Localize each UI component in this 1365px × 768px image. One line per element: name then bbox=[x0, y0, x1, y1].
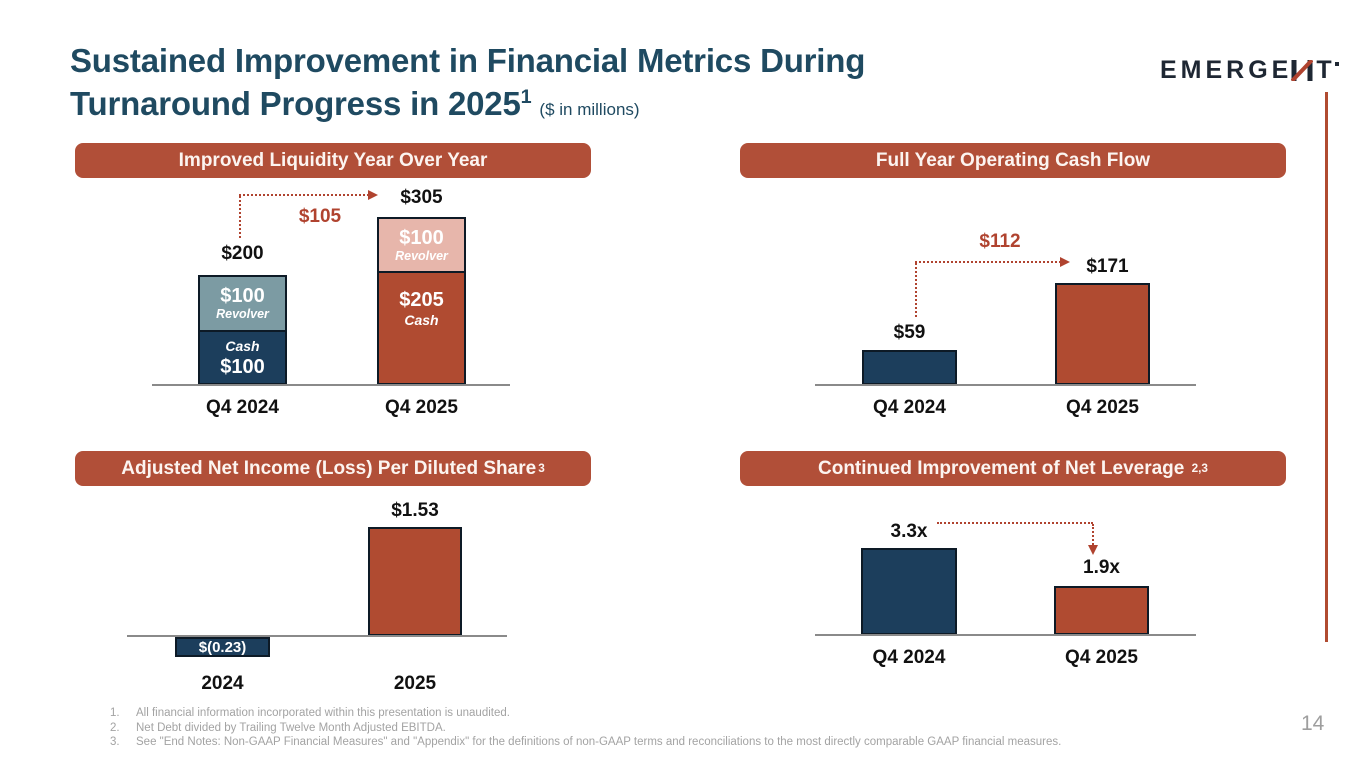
category-label: Q4 2024 bbox=[873, 397, 946, 418]
bar-q4-2025-cash-flow bbox=[1055, 283, 1150, 385]
category-label: Q4 2025 bbox=[385, 397, 458, 418]
logo-registered-mark bbox=[1334, 61, 1339, 66]
decrease-arrow-vertical bbox=[1092, 524, 1094, 545]
value-label-q4-2025-leverage: 1.9x bbox=[1083, 557, 1120, 578]
slide-title-line2: Turnaround Progress in 20251($ in millio… bbox=[70, 84, 640, 122]
segment-cash-2025: $205 Cash bbox=[379, 273, 464, 383]
decrease-arrow-horizontal bbox=[937, 522, 1093, 524]
category-label: Q4 2024 bbox=[872, 647, 946, 668]
logo-n-icon bbox=[1291, 60, 1314, 81]
category-label: Q4 2024 bbox=[206, 397, 279, 418]
increase-arrow-horizontal bbox=[915, 261, 1061, 263]
accent-vertical-rule bbox=[1325, 92, 1328, 642]
value-label-2025-eps: $1.53 bbox=[391, 500, 439, 521]
x-axis-liquidity bbox=[152, 384, 510, 386]
bar-2025-eps bbox=[368, 527, 462, 636]
delta-label-cash-flow: $112 bbox=[979, 231, 1021, 252]
panel-header-net-leverage: Continued Improvement of Net Leverage 2,… bbox=[740, 451, 1286, 486]
bar-q4-2025-leverage bbox=[1054, 586, 1149, 635]
footnotes: 1. All financial information incorporate… bbox=[110, 706, 1170, 750]
slide-title-line1: Sustained Improvement in Financial Metri… bbox=[70, 42, 866, 79]
footnote-1: 1. All financial information incorporate… bbox=[110, 707, 510, 719]
value-label-2024-eps: $(0.23) bbox=[198, 638, 247, 656]
footnote-2: 2. Net Debt divided by Trailing Twelve M… bbox=[110, 721, 446, 734]
value-label-q4-2024-leverage: 3.3x bbox=[890, 521, 928, 542]
decrease-arrowhead-icon bbox=[1088, 545, 1098, 555]
x-axis-eps bbox=[127, 635, 507, 637]
bar-2024-eps-negative: $(0.23) bbox=[175, 637, 270, 657]
page-number: 14 bbox=[1301, 712, 1325, 735]
logo-text-prefix: EMERGE bbox=[1160, 56, 1293, 84]
emergent-logo: EMERGE T bbox=[1160, 56, 1339, 85]
slide-title: Sustained Improvement in Financial Metri… bbox=[70, 40, 1070, 126]
total-label-q4-2024: $200 bbox=[221, 243, 264, 264]
stacked-bar-q4-2025: $100 Revolver $205 Cash bbox=[377, 217, 466, 385]
category-label: 2024 bbox=[201, 673, 244, 694]
panel-header-cash-flow: Full Year Operating Cash Flow bbox=[740, 143, 1286, 178]
panel-header-eps: Adjusted Net Income (Loss) Per Diluted S… bbox=[75, 451, 591, 486]
x-axis-leverage bbox=[815, 634, 1196, 636]
title-footnote-ref: 1 bbox=[520, 85, 532, 108]
header-footnote-ref: 2,3 bbox=[1191, 462, 1208, 475]
bar-q4-2024-cash-flow bbox=[862, 350, 957, 385]
increase-arrow-horizontal bbox=[239, 194, 369, 196]
increase-arrowhead-icon bbox=[368, 190, 378, 200]
panel-header-liquidity: Improved Liquidity Year Over Year bbox=[75, 143, 591, 178]
value-label-q4-2025: $171 bbox=[1086, 256, 1129, 277]
category-label: Q4 2025 bbox=[1066, 397, 1139, 418]
category-label: Q4 2025 bbox=[1065, 647, 1138, 668]
value-label-q4-2024: $59 bbox=[893, 322, 926, 343]
logo-text-suffix: T bbox=[1316, 56, 1336, 84]
segment-revolver-2025: $100 Revolver bbox=[379, 219, 464, 273]
delta-label-liquidity: $105 bbox=[298, 206, 342, 227]
bar-q4-2024-leverage bbox=[861, 548, 957, 635]
x-axis-cash-flow bbox=[815, 384, 1196, 386]
category-label: 2025 bbox=[393, 673, 437, 694]
units-note: ($ in millions) bbox=[539, 99, 640, 119]
total-label-q4-2025: $305 bbox=[400, 187, 443, 208]
segment-revolver-2024: $100 Revolver bbox=[200, 277, 285, 332]
increase-arrow-vertical bbox=[915, 263, 917, 317]
increase-arrow-vertical bbox=[239, 196, 241, 238]
footnote-3: 3. See "End Notes: Non-GAAP Financial Me… bbox=[110, 736, 1062, 748]
header-footnote-ref: 3 bbox=[538, 462, 545, 475]
stacked-bar-q4-2024: $100 Revolver Cash $100 bbox=[198, 275, 287, 385]
increase-arrowhead-icon bbox=[1060, 257, 1070, 267]
segment-cash-2024: Cash $100 bbox=[200, 332, 285, 383]
